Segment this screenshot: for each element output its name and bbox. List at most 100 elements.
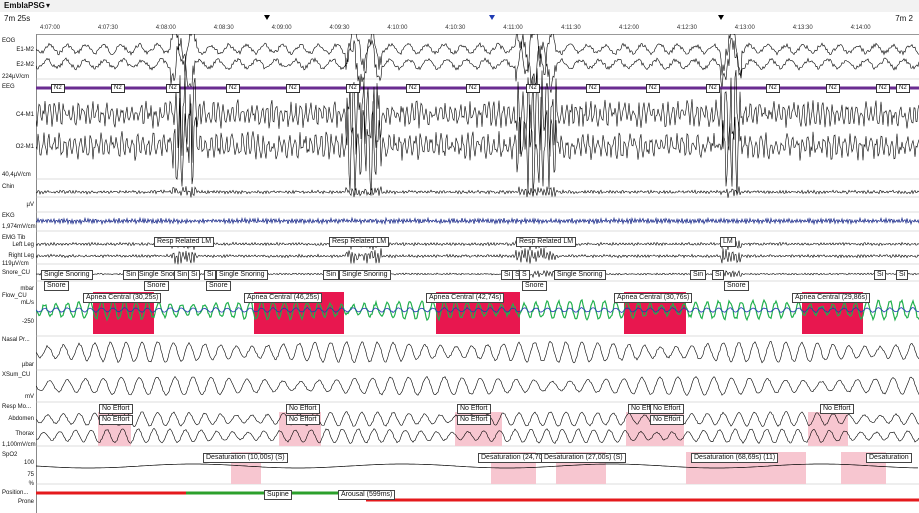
thorax-label: Thorax (15, 431, 34, 437)
desaturation-event[interactable]: Desaturation (27,00s) (S) (541, 453, 626, 463)
resp-related-lm-event[interactable]: Resp Related LM (154, 237, 215, 247)
snoring-event-short[interactable]: Si (204, 270, 217, 280)
ekg-scale: 1,974mV/cm (2, 224, 36, 230)
sleep-stage-label[interactable]: N2 (896, 84, 910, 93)
snoring-event-short[interactable]: Si (896, 270, 909, 280)
snore-event[interactable]: Snore (44, 281, 69, 291)
leg-scale: 119µV/cm (2, 261, 29, 267)
right-leg-trace (36, 247, 919, 265)
apnea-central-event[interactable]: Apnea Central (30,76s) (614, 293, 693, 303)
resp-related-lm-event[interactable]: Resp Related LM (516, 237, 577, 247)
nasal-pressure-trace (36, 340, 919, 364)
xsum-trace (36, 375, 919, 396)
sleep-stage-label[interactable]: N2 (466, 84, 480, 93)
single-snoring-event[interactable]: Single Snoring (41, 270, 93, 280)
apnea-central-event[interactable]: Apnea Central (29,86s) (792, 293, 871, 303)
single-snoring-event[interactable]: Single Snoring (339, 270, 391, 280)
app-title: EmblaPSG (4, 1, 45, 10)
window-duration-right: 7m 2 (895, 14, 913, 23)
eeg-c4-trace (36, 68, 919, 163)
left-leg-label: Left Leg (12, 242, 34, 248)
c4-label: C4-M1 (15, 112, 34, 118)
window-duration-left: 7m 25s (4, 14, 31, 23)
sleep-stage-label[interactable]: N2 (766, 84, 780, 93)
arousal-event[interactable]: Arousal (599ms) (338, 490, 396, 500)
single-snoring-event[interactable]: Single Snoring (554, 270, 606, 280)
marker-right-icon[interactable] (718, 15, 724, 20)
apnea-central-event[interactable]: Apnea Central (42,74s) (426, 293, 505, 303)
desaturation-event[interactable]: Desaturation (10,00s) (S) (203, 453, 288, 463)
snore-event[interactable]: Snore (724, 281, 749, 291)
ekg-trace (36, 216, 919, 226)
no-effort-region (808, 412, 848, 446)
nasal-label: Nasal Pr... (2, 337, 30, 343)
snoring-event-short[interactable]: Sin (123, 270, 140, 280)
sleep-stage-label[interactable]: N2 (286, 84, 300, 93)
sleep-stage-label[interactable]: N2 (526, 84, 540, 93)
apnea-central-event[interactable]: Apnea Central (30,25s) (83, 293, 162, 303)
position-supine-label[interactable]: Supine (264, 490, 292, 500)
time-tick: 4:12:30 (676, 25, 697, 31)
no-effort-event[interactable]: No Effort (99, 415, 133, 425)
eog-e1-trace (36, 34, 919, 78)
time-tick: 4:09:00 (271, 25, 292, 31)
snoring-event-short[interactable]: Si (188, 270, 201, 280)
eeg-o2-trace (36, 94, 919, 196)
time-tick: 4:07:00 (40, 25, 61, 31)
time-tick: 4:08:00 (155, 25, 176, 31)
sleep-stage-label[interactable]: N2 (406, 84, 420, 93)
no-effort-event[interactable]: No Effort (650, 415, 684, 425)
time-tick: 4:11:30 (561, 25, 581, 31)
no-effort-event[interactable]: No Effort (457, 404, 491, 414)
sleep-stage-label[interactable]: N2 (51, 84, 65, 93)
chevron-down-icon[interactable]: ▾ (46, 1, 51, 10)
snoring-event-short[interactable]: S (519, 270, 530, 280)
single-snoring-event[interactable]: Single Snoring (216, 270, 268, 280)
sleep-stage-label[interactable]: N2 (646, 84, 660, 93)
desaturation-event[interactable]: Desaturation (24,70 (478, 453, 546, 463)
flow-tick-neg: -250 (21, 319, 34, 325)
no-effort-event[interactable]: No Effort (286, 404, 320, 414)
no-effort-event[interactable]: No Effort (457, 415, 491, 425)
snoring-event-short[interactable]: Sin (323, 270, 340, 280)
desaturation-event[interactable]: Desaturation (68,69s) (11) (691, 453, 779, 463)
chin-label: Chin (2, 184, 15, 190)
chin-unit: µV (26, 202, 34, 208)
snore-event[interactable]: Snore (206, 281, 231, 291)
lm-event[interactable]: LM (720, 237, 736, 247)
no-effort-event[interactable]: No Effort (286, 415, 320, 425)
snoring-event-short[interactable]: Si (874, 270, 887, 280)
sleep-stage-label[interactable]: N2 (876, 84, 890, 93)
e2-label: E2-M2 (16, 62, 34, 68)
no-effort-event[interactable]: No Effort (650, 404, 684, 414)
sleep-stage-label[interactable]: N2 (111, 84, 125, 93)
sleep-stage-label[interactable]: N2 (586, 84, 600, 93)
resp-related-lm-event[interactable]: Resp Related LM (329, 237, 390, 247)
sleep-stage-label[interactable]: N2 (706, 84, 720, 93)
time-ruler[interactable]: 7m 25s 7m 2 4:07:00 4:07:30 4:08:00 4:08:30… (0, 12, 919, 35)
resp-scale: 1,100mV/cm (2, 442, 36, 448)
sleep-stage-label[interactable]: N2 (226, 84, 240, 93)
xsum-unit: mV (25, 394, 34, 400)
marker-left-icon[interactable] (264, 15, 270, 20)
sleep-stage-label[interactable]: N2 (346, 84, 360, 93)
time-tick: 4:11:00 (503, 25, 523, 31)
snore-unit: mbar (20, 286, 34, 292)
no-effort-event[interactable]: No Effort (99, 404, 133, 414)
right-leg-label: Right Leg (8, 253, 34, 259)
snore-event[interactable]: Snore (522, 281, 547, 291)
flow-green-trace (36, 297, 919, 322)
spo2-trace (36, 463, 918, 469)
desaturation-event[interactable]: Desaturation (866, 453, 912, 463)
snoring-event-short[interactable]: Sin (690, 270, 707, 280)
no-effort-event[interactable]: No Effort (820, 404, 854, 414)
snore-event[interactable]: Snore (144, 281, 169, 291)
eog-e2-trace (36, 34, 919, 93)
time-tick: 4:09:30 (329, 25, 350, 31)
snoring-event-short[interactable]: Si (712, 270, 725, 280)
apnea-central-event[interactable]: Apnea Central (46,25s) (244, 293, 323, 303)
marker-center-icon[interactable] (489, 15, 495, 20)
sleep-stage-label[interactable]: N2 (826, 84, 840, 93)
sleep-stage-label[interactable]: N2 (166, 84, 180, 93)
position-label: Position... (2, 490, 29, 496)
